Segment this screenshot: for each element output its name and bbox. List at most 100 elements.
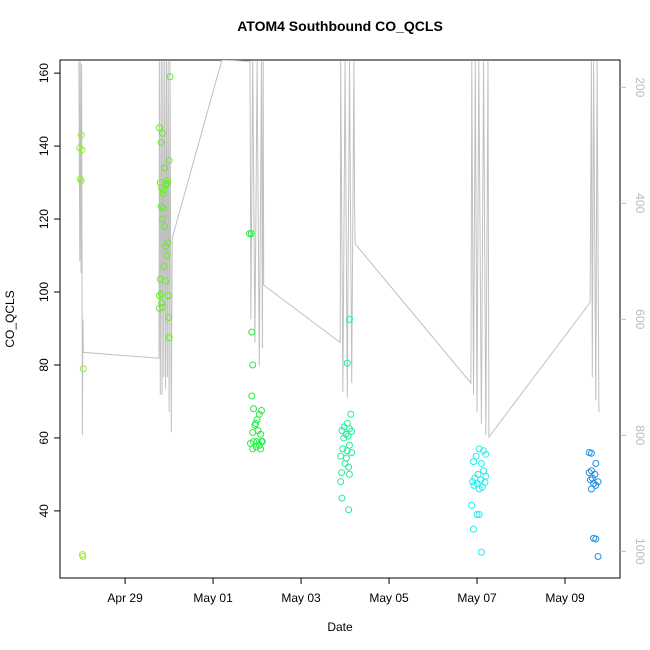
- point: [249, 445, 257, 453]
- point: [251, 421, 259, 429]
- y2-tick-label: 800: [633, 425, 647, 445]
- point: [252, 443, 260, 451]
- point: [342, 430, 350, 438]
- point: [166, 73, 174, 81]
- y-tick-label: 120: [37, 209, 51, 229]
- point: [473, 511, 481, 519]
- point: [592, 535, 600, 543]
- x-tick-label: May 07: [457, 591, 497, 605]
- point: [345, 470, 353, 478]
- point: [155, 304, 163, 312]
- point: [164, 239, 172, 247]
- point: [348, 427, 356, 435]
- point: [338, 494, 346, 502]
- point: [77, 177, 85, 185]
- point: [257, 430, 265, 438]
- point: [470, 458, 478, 466]
- point: [594, 552, 602, 560]
- point: [345, 506, 353, 514]
- point: [163, 179, 171, 187]
- point: [343, 359, 351, 367]
- point: [78, 146, 86, 154]
- point: [165, 157, 173, 165]
- point: [477, 548, 485, 556]
- point: [159, 204, 167, 212]
- point: [161, 164, 169, 172]
- point: [475, 485, 483, 493]
- plot-area: [76, 60, 602, 560]
- point: [480, 447, 488, 455]
- point: [163, 177, 171, 185]
- point: [348, 449, 356, 457]
- point: [79, 365, 87, 373]
- point: [165, 334, 173, 342]
- point: [340, 434, 348, 442]
- point: [477, 459, 485, 467]
- y2-tick-label: 600: [633, 309, 647, 329]
- point: [248, 328, 256, 336]
- point: [345, 315, 353, 323]
- y-tick-label: 140: [37, 136, 51, 156]
- y-tick-label: 100: [37, 282, 51, 302]
- point: [470, 525, 478, 533]
- point: [339, 445, 347, 453]
- x-tick-label: May 05: [369, 591, 409, 605]
- point: [347, 410, 355, 418]
- point: [247, 230, 255, 238]
- point: [468, 501, 476, 509]
- point: [257, 445, 265, 453]
- point: [337, 452, 345, 460]
- point: [258, 438, 266, 446]
- y2-tick-label: 200: [633, 77, 647, 97]
- point: [341, 459, 349, 467]
- point: [594, 478, 602, 486]
- point: [79, 552, 87, 560]
- point: [164, 292, 172, 300]
- point: [158, 129, 166, 137]
- y-tick-label: 80: [37, 358, 51, 372]
- point: [161, 222, 169, 230]
- y2-tick-label: 1000: [633, 538, 647, 565]
- point: [160, 262, 168, 270]
- point: [250, 405, 258, 413]
- point: [162, 180, 170, 188]
- x-tick-label: May 09: [545, 591, 585, 605]
- point: [248, 392, 256, 400]
- point: [157, 202, 165, 210]
- point: [162, 277, 170, 285]
- y-tick-label: 160: [37, 63, 51, 83]
- point: [155, 124, 163, 132]
- point: [159, 190, 167, 198]
- point: [163, 252, 171, 260]
- point: [343, 447, 351, 455]
- point: [337, 478, 345, 486]
- point: [587, 467, 595, 475]
- point: [592, 481, 600, 489]
- y-axis-label: CO_QCLS: [3, 290, 17, 347]
- y2-tick-label: 400: [633, 193, 647, 213]
- point: [338, 469, 346, 477]
- point: [158, 303, 166, 311]
- point: [77, 131, 85, 139]
- point: [475, 511, 483, 519]
- point: [345, 463, 353, 471]
- point: [257, 407, 265, 415]
- y-tick-label: 60: [37, 431, 51, 445]
- point: [76, 144, 84, 152]
- x-tick-label: May 03: [281, 591, 321, 605]
- point: [472, 452, 480, 460]
- point: [592, 459, 600, 467]
- x-axis-label: Date: [327, 620, 353, 634]
- point: [158, 215, 166, 223]
- point: [475, 445, 483, 453]
- chart-title: ATOM4 Southbound CO_QCLS: [237, 18, 443, 34]
- point: [157, 138, 165, 146]
- point: [470, 481, 478, 489]
- point: [338, 427, 346, 435]
- point: [157, 290, 165, 298]
- point: [482, 472, 490, 480]
- point: [587, 485, 595, 493]
- point: [249, 428, 257, 436]
- point: [469, 478, 477, 486]
